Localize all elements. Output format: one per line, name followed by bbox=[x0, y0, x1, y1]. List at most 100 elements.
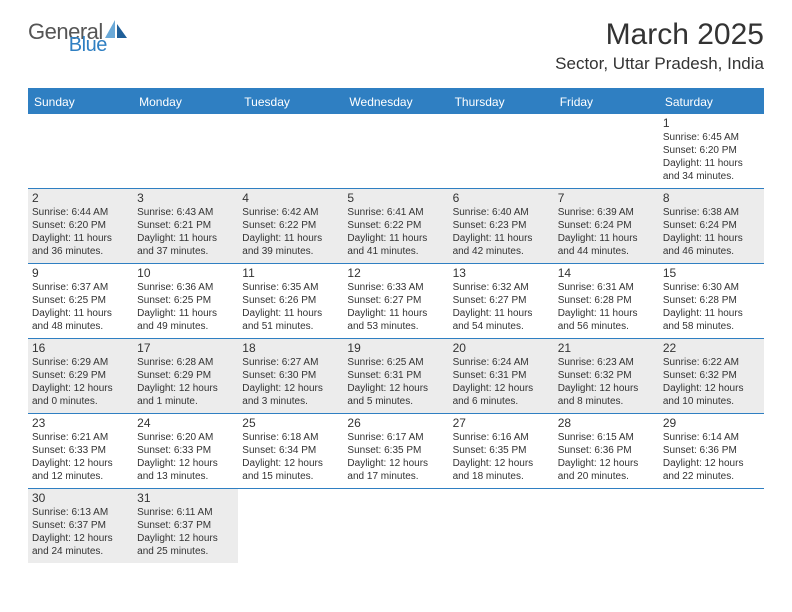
day-detail: and 17 minutes. bbox=[347, 470, 444, 483]
day-detail: Sunrise: 6:41 AM bbox=[347, 206, 444, 219]
day-detail: Sunset: 6:25 PM bbox=[32, 294, 129, 307]
title-block: March 2025 Sector, Uttar Pradesh, India bbox=[555, 18, 764, 74]
day-detail: Sunrise: 6:39 AM bbox=[558, 206, 655, 219]
day-cell bbox=[449, 114, 554, 188]
day-cell: 23Sunrise: 6:21 AMSunset: 6:33 PMDayligh… bbox=[28, 414, 133, 488]
day-detail: Sunrise: 6:14 AM bbox=[663, 431, 760, 444]
day-number: 25 bbox=[242, 416, 339, 430]
day-cell: 5Sunrise: 6:41 AMSunset: 6:22 PMDaylight… bbox=[343, 189, 448, 263]
day-cell bbox=[28, 114, 133, 188]
day-number: 10 bbox=[137, 266, 234, 280]
day-detail: and 24 minutes. bbox=[32, 545, 129, 558]
day-number: 20 bbox=[453, 341, 550, 355]
day-detail: Sunset: 6:20 PM bbox=[32, 219, 129, 232]
dow-cell: Sunday bbox=[28, 90, 133, 114]
day-detail: Sunrise: 6:42 AM bbox=[242, 206, 339, 219]
day-cell bbox=[554, 114, 659, 188]
day-detail: Sunset: 6:22 PM bbox=[242, 219, 339, 232]
day-detail: Sunset: 6:20 PM bbox=[663, 144, 760, 157]
calendar: SundayMondayTuesdayWednesdayThursdayFrid… bbox=[28, 88, 764, 563]
day-detail: and 13 minutes. bbox=[137, 470, 234, 483]
day-detail: and 25 minutes. bbox=[137, 545, 234, 558]
day-number: 28 bbox=[558, 416, 655, 430]
day-detail: Daylight: 12 hours bbox=[453, 457, 550, 470]
dow-cell: Wednesday bbox=[343, 90, 448, 114]
day-cell: 3Sunrise: 6:43 AMSunset: 6:21 PMDaylight… bbox=[133, 189, 238, 263]
day-detail: Sunset: 6:21 PM bbox=[137, 219, 234, 232]
day-detail: Sunset: 6:33 PM bbox=[32, 444, 129, 457]
day-detail: and 8 minutes. bbox=[558, 395, 655, 408]
day-number: 3 bbox=[137, 191, 234, 205]
day-cell: 17Sunrise: 6:28 AMSunset: 6:29 PMDayligh… bbox=[133, 339, 238, 413]
day-number: 29 bbox=[663, 416, 760, 430]
day-detail: Daylight: 12 hours bbox=[137, 457, 234, 470]
day-detail: and 39 minutes. bbox=[242, 245, 339, 258]
week-row: 2Sunrise: 6:44 AMSunset: 6:20 PMDaylight… bbox=[28, 189, 764, 264]
day-detail: Daylight: 12 hours bbox=[558, 382, 655, 395]
day-cell: 31Sunrise: 6:11 AMSunset: 6:37 PMDayligh… bbox=[133, 489, 238, 563]
day-cell: 9Sunrise: 6:37 AMSunset: 6:25 PMDaylight… bbox=[28, 264, 133, 338]
day-number: 13 bbox=[453, 266, 550, 280]
day-detail: Daylight: 11 hours bbox=[242, 232, 339, 245]
day-detail: Sunset: 6:23 PM bbox=[453, 219, 550, 232]
day-number: 26 bbox=[347, 416, 444, 430]
day-detail: Daylight: 12 hours bbox=[453, 382, 550, 395]
day-cell: 6Sunrise: 6:40 AMSunset: 6:23 PMDaylight… bbox=[449, 189, 554, 263]
day-detail: Sunrise: 6:11 AM bbox=[137, 506, 234, 519]
day-number: 5 bbox=[347, 191, 444, 205]
dow-cell: Friday bbox=[554, 90, 659, 114]
day-cell: 11Sunrise: 6:35 AMSunset: 6:26 PMDayligh… bbox=[238, 264, 343, 338]
day-detail: Sunrise: 6:33 AM bbox=[347, 281, 444, 294]
page-header: General Blue March 2025 Sector, Uttar Pr… bbox=[0, 0, 792, 80]
day-number: 31 bbox=[137, 491, 234, 505]
day-detail: and 5 minutes. bbox=[347, 395, 444, 408]
day-detail: and 36 minutes. bbox=[32, 245, 129, 258]
day-cell: 15Sunrise: 6:30 AMSunset: 6:28 PMDayligh… bbox=[659, 264, 764, 338]
day-detail: Sunset: 6:28 PM bbox=[663, 294, 760, 307]
day-cell: 8Sunrise: 6:38 AMSunset: 6:24 PMDaylight… bbox=[659, 189, 764, 263]
day-detail: Daylight: 12 hours bbox=[347, 457, 444, 470]
day-detail: Sunset: 6:31 PM bbox=[347, 369, 444, 382]
day-detail: Daylight: 11 hours bbox=[663, 232, 760, 245]
day-detail: Daylight: 11 hours bbox=[242, 307, 339, 320]
day-cell: 4Sunrise: 6:42 AMSunset: 6:22 PMDaylight… bbox=[238, 189, 343, 263]
day-cell: 22Sunrise: 6:22 AMSunset: 6:32 PMDayligh… bbox=[659, 339, 764, 413]
day-cell bbox=[343, 489, 448, 563]
day-number: 27 bbox=[453, 416, 550, 430]
week-row: 1Sunrise: 6:45 AMSunset: 6:20 PMDaylight… bbox=[28, 114, 764, 189]
day-detail: Sunrise: 6:24 AM bbox=[453, 356, 550, 369]
day-number: 24 bbox=[137, 416, 234, 430]
day-detail: Sunrise: 6:22 AM bbox=[663, 356, 760, 369]
day-cell: 10Sunrise: 6:36 AMSunset: 6:25 PMDayligh… bbox=[133, 264, 238, 338]
day-detail: Sunrise: 6:18 AM bbox=[242, 431, 339, 444]
day-detail: and 41 minutes. bbox=[347, 245, 444, 258]
day-detail: Sunset: 6:36 PM bbox=[558, 444, 655, 457]
day-cell bbox=[554, 489, 659, 563]
day-number: 18 bbox=[242, 341, 339, 355]
day-detail: Sunrise: 6:23 AM bbox=[558, 356, 655, 369]
day-detail: Daylight: 12 hours bbox=[32, 382, 129, 395]
logo-text-blue: Blue bbox=[69, 34, 107, 57]
day-detail: Sunrise: 6:21 AM bbox=[32, 431, 129, 444]
day-cell: 24Sunrise: 6:20 AMSunset: 6:33 PMDayligh… bbox=[133, 414, 238, 488]
day-detail: Sunset: 6:24 PM bbox=[663, 219, 760, 232]
day-number: 9 bbox=[32, 266, 129, 280]
day-detail: Daylight: 12 hours bbox=[137, 382, 234, 395]
day-detail: Sunrise: 6:45 AM bbox=[663, 131, 760, 144]
day-detail: Sunrise: 6:20 AM bbox=[137, 431, 234, 444]
day-cell: 21Sunrise: 6:23 AMSunset: 6:32 PMDayligh… bbox=[554, 339, 659, 413]
day-detail: Daylight: 11 hours bbox=[347, 232, 444, 245]
day-detail: Daylight: 12 hours bbox=[32, 457, 129, 470]
dow-header-row: SundayMondayTuesdayWednesdayThursdayFrid… bbox=[28, 90, 764, 114]
day-detail: Daylight: 11 hours bbox=[558, 232, 655, 245]
week-row: 30Sunrise: 6:13 AMSunset: 6:37 PMDayligh… bbox=[28, 489, 764, 563]
day-number: 7 bbox=[558, 191, 655, 205]
day-detail: Sunset: 6:33 PM bbox=[137, 444, 234, 457]
day-detail: Sunset: 6:28 PM bbox=[558, 294, 655, 307]
day-detail: Sunrise: 6:43 AM bbox=[137, 206, 234, 219]
day-detail: Daylight: 11 hours bbox=[32, 307, 129, 320]
day-detail: Sunrise: 6:30 AM bbox=[663, 281, 760, 294]
day-detail: Sunrise: 6:27 AM bbox=[242, 356, 339, 369]
day-detail: Daylight: 12 hours bbox=[242, 382, 339, 395]
day-detail: Sunrise: 6:32 AM bbox=[453, 281, 550, 294]
